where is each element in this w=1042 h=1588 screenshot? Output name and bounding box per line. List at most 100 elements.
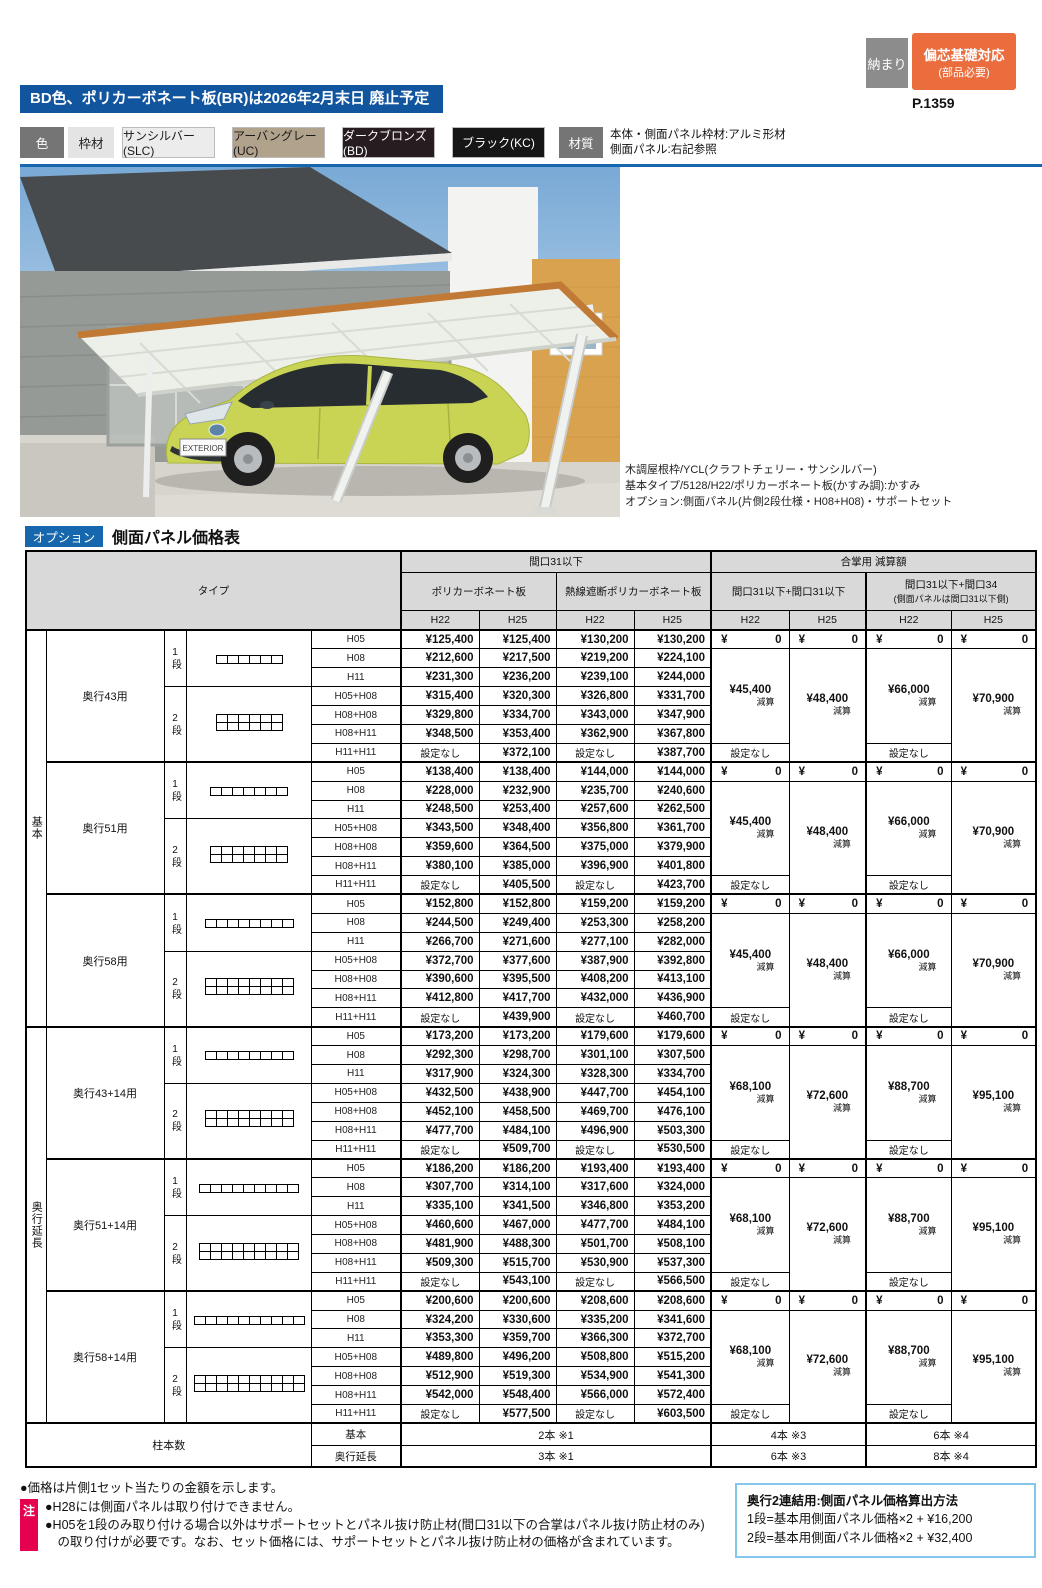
price-cell: ¥548,400 <box>478 1385 557 1406</box>
panel-size-label: H11+H11 <box>310 1271 402 1292</box>
panel-size-label: H11+H11 <box>310 1404 402 1424</box>
color-label-chip: 色 <box>20 127 64 158</box>
price-cell: ¥331,700 <box>633 686 712 707</box>
price-cell: ¥224,100 <box>633 648 712 669</box>
pillar-row-name: 奥行延長 <box>310 1444 402 1468</box>
price-cell: ¥508,100 <box>633 1234 712 1254</box>
price-cell: ¥603,500 <box>633 1404 712 1424</box>
price-cell: ¥212,600 <box>400 648 480 669</box>
price-cell: ¥385,000 <box>478 856 557 877</box>
deduction-amount-cell: ¥68,100 減算 <box>710 1177 790 1273</box>
panel-diagram-icon <box>185 1290 312 1349</box>
deduction-zero-cell: ¥0 <box>950 893 1037 914</box>
panel-diagram-icon <box>185 950 312 1028</box>
pillar-row-name: 基本 <box>310 1422 402 1446</box>
panel-size-label: H08 <box>310 648 402 669</box>
panel-size-label: H05+H08 <box>310 1347 402 1368</box>
deduction-amount-cell: ¥95,100 減算 <box>950 1309 1037 1424</box>
deduction-none-cell: 設定なし <box>865 1271 952 1292</box>
price-cell: ¥387,900 <box>555 950 635 971</box>
panel-size-label: H08+H08 <box>310 705 402 725</box>
deduction-amount-cell: ¥70,900 減算 <box>950 780 1037 895</box>
deduction-zero-cell: ¥0 <box>710 893 790 914</box>
frame-label-chip: 枠材 <box>68 127 114 158</box>
deduction-none-cell: 設定なし <box>710 742 790 763</box>
deduction-amount-cell: ¥45,400 減算 <box>710 648 790 744</box>
price-cell-none: 設定なし <box>555 875 635 895</box>
carport-product-photo: EXTERIOR <box>20 167 620 517</box>
price-cell: ¥477,700 <box>400 1120 480 1141</box>
tier-label: 2段 <box>163 686 187 763</box>
price-cell: ¥484,100 <box>478 1120 557 1141</box>
price-cell: ¥423,700 <box>633 875 712 895</box>
deduction-amount-cell: ¥88,700 減算 <box>865 1045 952 1141</box>
deduction-none-cell: 設定なし <box>710 875 790 895</box>
sub-header-1: 熱線遮断ポリカーボネート板 <box>555 571 712 611</box>
price-cell: ¥186,200 <box>478 1157 557 1179</box>
downspout <box>143 356 153 498</box>
price-cell: ¥298,700 <box>478 1045 557 1065</box>
price-cell: ¥326,800 <box>555 686 635 707</box>
caption-line-1: 木調屋根枠/YCL(クラフトチェリー・サンシルバー) <box>625 464 877 476</box>
group-header-width31: 間口31以下 <box>400 550 712 573</box>
price-cell: ¥343,000 <box>555 705 635 725</box>
osamari-badge: 納まり <box>866 38 908 88</box>
caution-notes: 注 ●H28には側面パネルは取り付けできません。 ●H05を1段のみ取り付ける場… <box>20 1499 705 1552</box>
material-line-2: 側面パネル:右記参照 <box>610 143 717 156</box>
price-cell: ¥541,300 <box>633 1366 712 1387</box>
depth-label: 奥行58用 <box>45 893 165 1028</box>
size-header-h22-4: H22 <box>710 609 790 631</box>
deduction-amount-cell: ¥48,400 減算 <box>788 780 867 895</box>
price-cell: ¥334,700 <box>633 1063 712 1084</box>
panel-size-label: H05 <box>310 1157 402 1179</box>
deduction-none-cell: 設定なし <box>710 1404 790 1424</box>
panel-diagram-icon <box>185 1347 312 1424</box>
price-cell: ¥239,100 <box>555 667 635 688</box>
price-cell: ¥542,000 <box>400 1385 480 1406</box>
panel-size-label: H08 <box>310 1177 402 1198</box>
car-hub-rear <box>463 453 473 463</box>
price-cell: ¥484,100 <box>633 1215 712 1235</box>
deduction-zero-cell: ¥0 <box>710 761 790 782</box>
deduction-zero-cell: ¥0 <box>865 761 952 782</box>
price-cell: ¥372,700 <box>400 950 480 971</box>
price-cell-none: 設定なし <box>555 742 635 763</box>
car-windows <box>238 363 488 408</box>
caution-line-3: の取り付けが必要です。なお、セット価格には、サポートセットとパネル抜け防止材の価… <box>45 1535 680 1549</box>
size-header-h22-2: H22 <box>555 609 635 631</box>
panel-size-label: H05 <box>310 629 402 650</box>
pillar-count-gassho: 4本 ※3 <box>710 1422 867 1446</box>
price-cell: ¥432,500 <box>400 1082 480 1103</box>
price-cell: ¥307,700 <box>400 1177 480 1198</box>
price-cell: ¥208,600 <box>633 1290 712 1311</box>
deduction-zero-cell: ¥0 <box>865 1025 952 1047</box>
price-cell: ¥496,900 <box>555 1120 635 1141</box>
price-cell: ¥543,100 <box>478 1271 557 1292</box>
panel-size-label: H11 <box>310 1196 402 1217</box>
size-header-h25-5: H25 <box>788 609 867 631</box>
deduction-none-cell: 設定なし <box>865 1404 952 1424</box>
price-cell: ¥159,200 <box>633 893 712 914</box>
depth-label: 奥行51用 <box>45 761 165 895</box>
tier-label: 2段 <box>163 950 187 1028</box>
price-cell: ¥193,400 <box>555 1157 635 1179</box>
panel-size-label: H05+H08 <box>310 818 402 839</box>
price-cell: ¥395,500 <box>478 969 557 990</box>
deduction-none-cell: 設定なし <box>865 742 952 763</box>
tier-label: 2段 <box>163 1215 187 1292</box>
group-label-1: 奥行延長 <box>25 1025 47 1424</box>
price-cell: ¥320,300 <box>478 686 557 707</box>
deduction-zero-cell: ¥0 <box>788 1157 867 1179</box>
deduction-zero-cell: ¥0 <box>865 893 952 914</box>
caption-line-2: 基本タイプ/5128/H22/ポリカーボネート板(かすみ調):かすみ <box>625 480 921 492</box>
deduction-amount-cell: ¥72,600 減算 <box>788 1309 867 1424</box>
section-title: 側面パネル価格表 <box>112 530 241 547</box>
deduction-zero-cell: ¥0 <box>710 1025 790 1047</box>
license-plate <box>179 438 227 457</box>
deduction-zero-cell: ¥0 <box>788 893 867 914</box>
panel-size-label: H11 <box>310 667 402 688</box>
panel-size-label: H08+H11 <box>310 856 402 877</box>
deduction-amount-cell: ¥70,900 減算 <box>950 912 1037 1028</box>
car-shadow <box>155 466 585 496</box>
color-chips: サンシルバー(SLC) アーバングレー(UC) ダークブロンズ(BD) ブラック… <box>122 127 545 158</box>
